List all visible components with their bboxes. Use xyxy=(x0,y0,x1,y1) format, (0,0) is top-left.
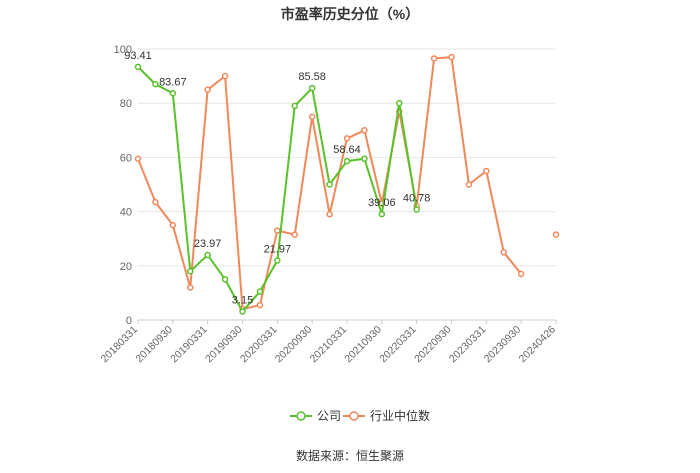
data-label: 58.64 xyxy=(333,144,361,156)
legend-swatch-marker xyxy=(296,411,306,421)
data-label: 83.67 xyxy=(159,76,187,88)
data-point xyxy=(465,181,473,188)
x-tick-label: 20210331 xyxy=(308,324,350,366)
data-point xyxy=(221,72,229,80)
y-tick-label: 20 xyxy=(120,261,132,273)
legend-label: 行业中位数 xyxy=(370,408,430,423)
data-point xyxy=(396,99,403,107)
chart-title: 市盈率历史分位（%） xyxy=(280,6,420,22)
data-point xyxy=(500,249,507,256)
x-tick-label: 20200930 xyxy=(273,324,315,366)
data-point xyxy=(343,135,351,142)
x-tick-label: 20200331 xyxy=(238,324,280,366)
data-point xyxy=(274,257,281,264)
data-label: 40.78 xyxy=(403,192,431,204)
data-point xyxy=(413,206,420,213)
data-point xyxy=(448,53,455,61)
data-point xyxy=(483,167,490,175)
x-tick-label: 20190930 xyxy=(203,324,245,366)
data-point xyxy=(517,270,525,278)
data-label: 93.41 xyxy=(124,50,152,62)
data-source: 数据来源：恒生聚源 xyxy=(295,449,404,463)
y-tick-label: 40 xyxy=(120,207,132,219)
data-point xyxy=(308,113,316,120)
data-point xyxy=(291,231,298,238)
data-point xyxy=(221,276,229,283)
data-point xyxy=(291,102,298,110)
data-point xyxy=(187,284,194,291)
data-point xyxy=(256,288,264,295)
data-point xyxy=(326,181,333,188)
x-tick-label: 20180331 xyxy=(99,324,141,366)
y-tick-label: 0 xyxy=(126,315,132,327)
data-label: 3.15 xyxy=(232,294,253,306)
x-tick-label: 20180930 xyxy=(133,324,175,366)
data-point xyxy=(343,157,351,165)
data-point xyxy=(378,210,386,218)
data-point xyxy=(326,211,333,218)
y-tick-label: 60 xyxy=(120,152,132,164)
data-label: 21.97 xyxy=(264,243,292,255)
legend-swatch-marker xyxy=(349,411,359,421)
data-label: 39.06 xyxy=(368,197,396,209)
data-point xyxy=(204,86,211,93)
data-point xyxy=(361,127,368,134)
data-point xyxy=(256,301,264,309)
data-point xyxy=(187,267,194,275)
data-point xyxy=(134,63,142,71)
x-tick-label: 20230331 xyxy=(447,324,489,366)
data-point xyxy=(361,155,368,163)
data-point xyxy=(308,84,316,92)
data-point xyxy=(204,251,211,259)
x-tick-label: 20190331 xyxy=(168,324,210,366)
data-label: 85.58 xyxy=(298,71,326,83)
data-point xyxy=(552,231,560,238)
y-tick-label: 100 xyxy=(114,44,132,56)
data-label: 23.97 xyxy=(194,238,222,250)
data-point xyxy=(152,80,159,88)
legend-label: 公司 xyxy=(317,409,341,423)
data-point xyxy=(430,55,438,62)
data-point xyxy=(169,221,177,229)
data-point xyxy=(274,227,281,234)
data-point xyxy=(152,198,159,206)
y-tick-label: 80 xyxy=(120,98,132,110)
x-tick-label: 20220331 xyxy=(377,324,419,366)
data-point xyxy=(239,308,246,315)
x-tick-label: 20220930 xyxy=(412,324,454,366)
x-tick-label: 20210930 xyxy=(342,324,384,366)
data-point xyxy=(134,155,142,163)
x-tick-label: 20240426 xyxy=(517,324,559,366)
x-tick-label: 20230930 xyxy=(482,324,524,366)
data-point xyxy=(169,90,177,97)
series-line-1 xyxy=(138,57,556,309)
